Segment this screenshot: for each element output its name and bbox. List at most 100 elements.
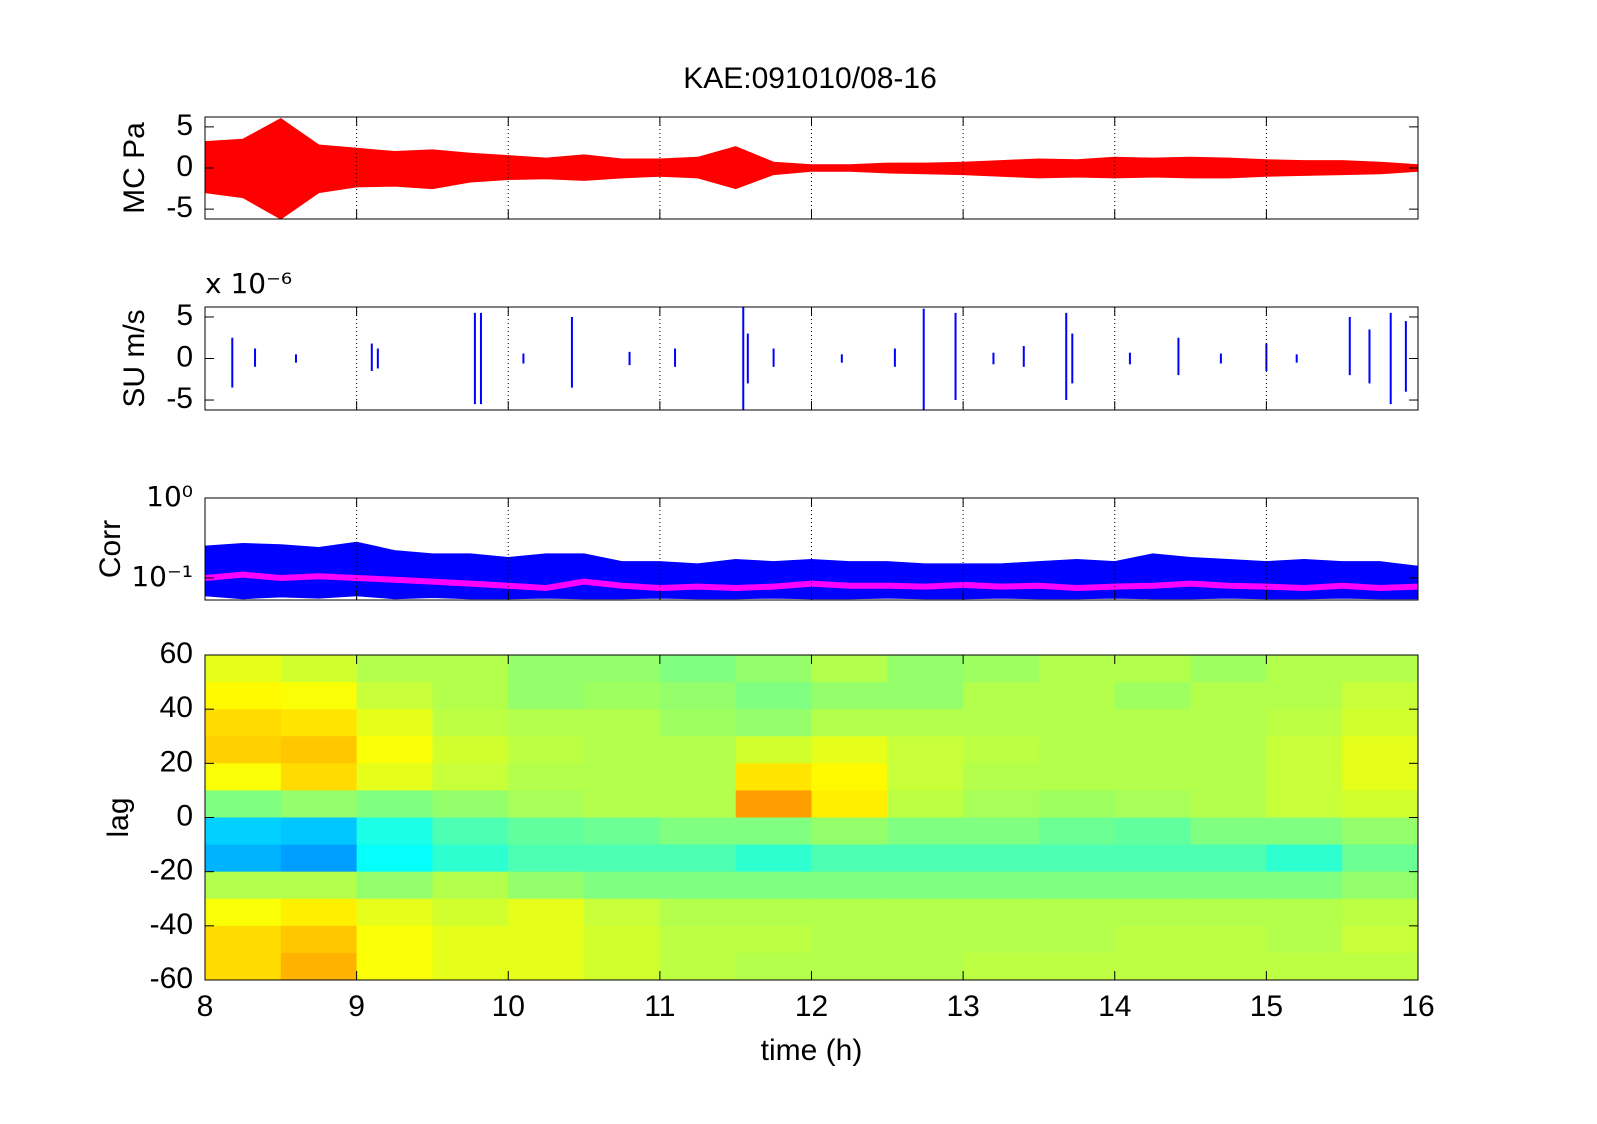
heat-cell xyxy=(887,736,964,764)
heat-cell xyxy=(508,763,585,791)
heat-cell xyxy=(584,871,661,900)
heat-cell xyxy=(1266,763,1343,791)
heat-cell xyxy=(584,817,661,846)
heat-cell xyxy=(1114,925,1192,954)
heat-cell xyxy=(887,763,964,791)
heat-cell xyxy=(887,817,964,846)
heat-cell xyxy=(508,736,585,764)
heat-cell xyxy=(280,682,358,710)
heat-cell xyxy=(811,817,888,846)
figure-title: KAE:091010/08-16 xyxy=(683,62,937,95)
y-axis-label: MC Pa xyxy=(118,122,151,214)
heat-cell xyxy=(1190,655,1267,683)
heat-cell xyxy=(1114,790,1192,818)
heat-cell xyxy=(432,790,509,818)
heat-cell xyxy=(584,736,661,764)
heat-cell xyxy=(963,844,1040,873)
y-tick-label: 0 xyxy=(176,340,193,373)
heat-cell xyxy=(811,844,888,873)
x-tick-label: 10 xyxy=(492,990,525,1023)
heat-cell xyxy=(584,655,661,683)
heat-cell xyxy=(811,736,888,764)
heat-cell xyxy=(1266,844,1343,873)
heat-cell xyxy=(963,736,1040,764)
y-tick-label: 40 xyxy=(160,691,193,724)
heat-cell xyxy=(356,844,433,873)
heat-cell xyxy=(735,709,812,737)
heat-cell xyxy=(508,655,585,683)
plot-area xyxy=(205,118,1418,219)
heat-cell xyxy=(963,898,1040,927)
heat-cell xyxy=(280,871,358,900)
heat-cell xyxy=(811,871,888,900)
heat-cell xyxy=(356,898,433,927)
y-tick-label: -5 xyxy=(166,191,193,224)
heat-cell xyxy=(432,763,509,791)
heat-cell xyxy=(205,817,282,846)
heat-cell xyxy=(432,817,509,846)
heat-cell xyxy=(887,709,964,737)
y-tick-label: 5 xyxy=(176,299,193,332)
x-tick-label: 15 xyxy=(1250,990,1283,1023)
heat-cell xyxy=(1038,871,1116,900)
heat-cell xyxy=(1190,925,1267,954)
heat-cell xyxy=(887,655,964,683)
heat-cell xyxy=(356,952,433,980)
heat-cell xyxy=(1114,952,1192,980)
heat-cell xyxy=(811,898,888,927)
heat-cell xyxy=(1190,736,1267,764)
heat-cell xyxy=(584,898,661,927)
heat-cell xyxy=(1038,790,1116,818)
heat-cell xyxy=(887,790,964,818)
heat-cell xyxy=(508,709,585,737)
heat-cell xyxy=(735,898,812,927)
heat-cell xyxy=(280,736,358,764)
heat-cell xyxy=(356,790,433,818)
heat-cell xyxy=(205,871,282,900)
heat-cell xyxy=(508,925,585,954)
heat-cell xyxy=(811,952,888,980)
heat-cell xyxy=(356,871,433,900)
heat-cell xyxy=(963,790,1040,818)
x-tick-label: 9 xyxy=(348,990,365,1023)
heat-cell xyxy=(963,952,1040,980)
heat-cell xyxy=(1342,736,1418,764)
heat-cell xyxy=(659,925,737,954)
heat-cell xyxy=(811,709,888,737)
heat-cell xyxy=(1266,709,1343,737)
x-axis-label: time (h) xyxy=(761,1034,863,1067)
heat-cell xyxy=(1266,817,1343,846)
signal-envelope xyxy=(205,118,1418,219)
heat-cell xyxy=(1266,736,1343,764)
heat-cell xyxy=(963,682,1040,710)
heat-cell xyxy=(1342,898,1418,927)
y-tick-label: 0 xyxy=(176,150,193,183)
heat-cell xyxy=(508,790,585,818)
heat-cell xyxy=(735,844,812,873)
heat-cell xyxy=(735,952,812,980)
heat-cell xyxy=(1114,655,1192,683)
heat-cell xyxy=(205,763,282,791)
heat-cell xyxy=(1266,871,1343,900)
heat-cell xyxy=(1038,682,1116,710)
heat-cell xyxy=(963,709,1040,737)
heat-cell xyxy=(1038,898,1116,927)
heat-cell xyxy=(356,925,433,954)
y-tick-label: 10⁰ xyxy=(146,480,193,513)
heat-cell xyxy=(1266,682,1343,710)
heat-cell xyxy=(584,682,661,710)
heat-cell xyxy=(280,844,358,873)
corr-line xyxy=(205,571,1418,591)
heat-cell xyxy=(356,817,433,846)
heat-cell xyxy=(432,871,509,900)
heat-cell xyxy=(735,925,812,954)
heat-cell xyxy=(432,736,509,764)
axes-frame xyxy=(204,306,1419,411)
heat-cell xyxy=(205,682,282,710)
plot-area xyxy=(231,307,1407,410)
heat-cell xyxy=(584,952,661,980)
heat-cell xyxy=(1190,817,1267,846)
x-tick-label: 16 xyxy=(1401,990,1434,1023)
heat-cell xyxy=(584,709,661,737)
heat-cell xyxy=(1190,763,1267,791)
